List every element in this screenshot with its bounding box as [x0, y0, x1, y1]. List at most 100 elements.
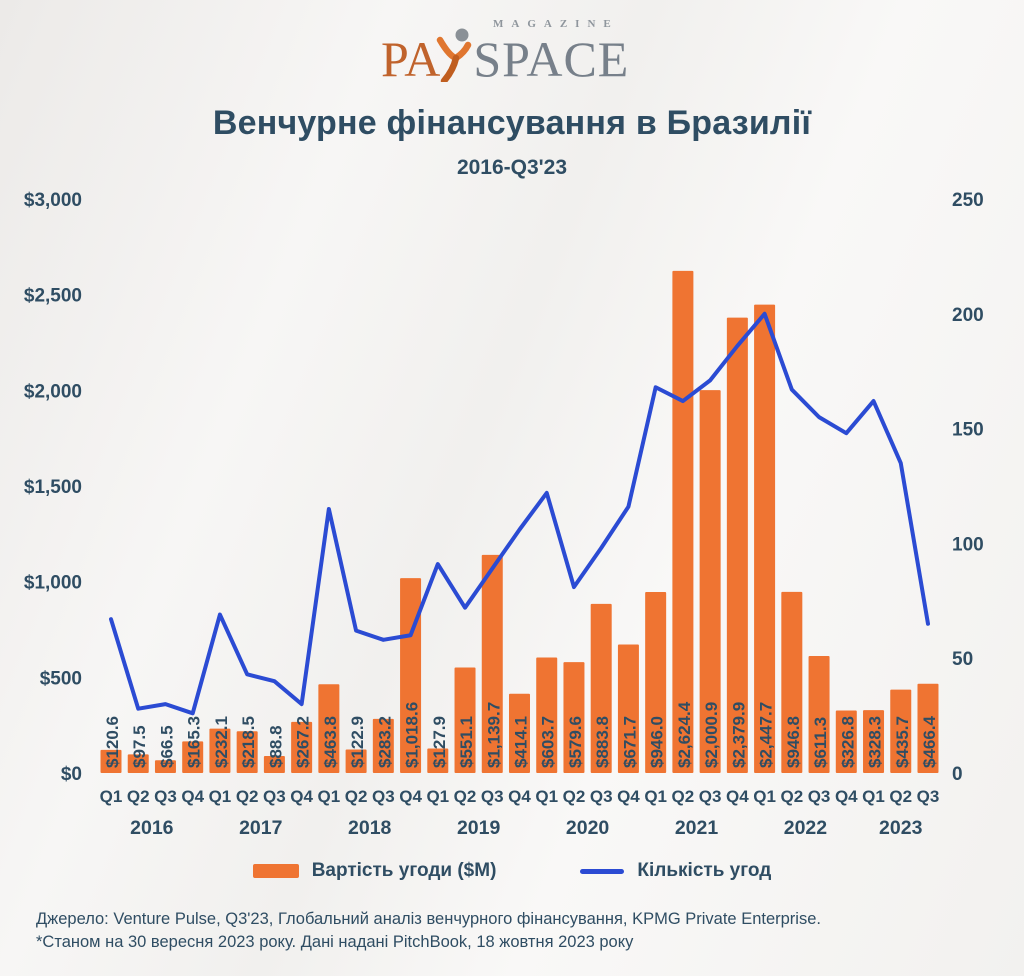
chart: $0 $500 $1,000 $1,500 $2,000 $2,500 $3,000 0 50 1… [24, 190, 984, 839]
x-quarter-label: Q3 [263, 787, 286, 806]
bar-value-label: $579.6 [566, 716, 585, 768]
payspace-logo: MAGAZINE PA SPACE [0, 14, 1024, 84]
x-year-label: 2022 [784, 817, 828, 839]
bar-value-label: $97.5 [130, 725, 149, 768]
bar-value-label: $2,000.9 [702, 702, 721, 768]
x-quarter-label: Q2 [889, 787, 912, 806]
bar-value-label: $88.8 [266, 725, 285, 768]
bar-value-label: $414.1 [511, 716, 530, 768]
x-year-label: 2016 [130, 817, 174, 839]
x-quarter-label: Q1 [535, 787, 558, 806]
bar-Q3-6 [263, 756, 285, 773]
bar-Q2-17 [563, 662, 585, 773]
bar-Q3-26 [808, 656, 830, 773]
x-quarter-label: Q1 [644, 787, 667, 806]
x-quarter-label: Q3 [154, 787, 177, 806]
x-quarter-label: Q1 [862, 787, 885, 806]
left-axis-tick: $3,000 [24, 190, 82, 211]
x-quarter-label: Q4 [181, 787, 204, 806]
bar-Q4-23 [726, 317, 748, 773]
bar-Q2-25 [781, 591, 803, 773]
bar-value-label: $463.8 [321, 716, 340, 768]
left-axis-tick: $2,500 [24, 286, 82, 307]
bar-value-label: $2,447.7 [757, 702, 776, 768]
x-quarter-label: Q4 [508, 787, 531, 806]
legend-line-label: Кількість угод [637, 860, 772, 881]
x-year-label: 2023 [879, 817, 923, 839]
source-line-2: *Станом на 30 вересня 2023 року. Дані на… [36, 933, 634, 952]
bar-Q2-1 [127, 754, 149, 773]
x-quarter-label: Q2 [236, 787, 259, 806]
bar-value-label: $2,379.9 [729, 702, 748, 768]
x-quarter-label: Q3 [917, 787, 940, 806]
legend-item-bar: Вартість угоди ($M) [252, 860, 497, 882]
bar-Q4-15 [508, 693, 530, 773]
bar-Q3-18 [590, 603, 612, 773]
bar-value-label: $1,139.7 [484, 702, 503, 768]
bar-value-label: $946.0 [648, 716, 667, 768]
bar-value-label: $603.7 [539, 716, 558, 768]
x-quarter-label: Q2 [127, 787, 150, 806]
bar-Q1-20 [645, 591, 667, 773]
bar-value-label: $883.8 [593, 716, 612, 768]
bar-Q4-3 [182, 741, 204, 773]
payspace-person-icon [437, 28, 472, 82]
x-quarter-label: Q3 [372, 787, 395, 806]
logo-wordmark: PA SPACE [381, 26, 629, 87]
left-axis-tick: $1,000 [24, 573, 82, 594]
bar-Q4-7 [291, 721, 313, 773]
bar-value-label: $165.3 [185, 716, 204, 768]
bar-Q1-8 [318, 684, 340, 773]
legend-bar-label: Вартість угоди ($M) [311, 860, 497, 881]
bar-Q3-10 [372, 718, 394, 773]
bar-value-label: $232.1 [212, 716, 231, 768]
x-quarter-label: Q1 [100, 787, 123, 806]
bar-Q1-4 [209, 728, 231, 773]
bar-value-label: $1,018.6 [403, 702, 422, 768]
x-quarter-label: Q3 [699, 787, 722, 806]
bar-Q3-2 [154, 760, 176, 773]
bar-value-label: $551.1 [457, 716, 476, 768]
bar-Q3-22 [699, 390, 721, 773]
bar-Q2-21 [672, 270, 694, 773]
x-quarter-label: Q4 [617, 787, 640, 806]
bar-value-label: $2,624.4 [675, 701, 694, 768]
x-quarter-label: Q4 [726, 787, 749, 806]
source-note: Джерело: Venture Pulse, Q3'23, Глобальни… [36, 908, 821, 955]
x-quarter-label: Q3 [481, 787, 504, 806]
right-axis-tick: 250 [952, 190, 984, 211]
bar-value-label: $267.2 [294, 716, 313, 768]
bar-Q2-5 [236, 731, 258, 773]
bar-value-label: $466.4 [920, 715, 939, 768]
x-year-label: 2021 [675, 817, 719, 839]
left-axis-tick: $0 [61, 764, 82, 785]
bar-value-label: $218.5 [239, 716, 258, 768]
page-title: Венчурне фінансування в Бразилії [212, 104, 812, 142]
right-axis-tick: 50 [952, 649, 973, 670]
logo-pa-text: PA [381, 31, 441, 87]
bar-Q3-30 [917, 683, 939, 773]
right-axis-tick: 100 [952, 534, 984, 555]
bar-value-label: $66.5 [157, 725, 176, 768]
x-quarter-label: Q1 [426, 787, 449, 806]
legend-item-line: Кількість угод [580, 860, 771, 882]
deals-line [109, 311, 930, 716]
left-axis-tick: $2,000 [24, 381, 82, 402]
x-quarter-label: Q2 [780, 787, 803, 806]
x-quarter-label: Q1 [753, 787, 776, 806]
x-year-label: 2018 [348, 817, 392, 839]
x-quarter-label: Q4 [399, 787, 422, 806]
bar-Q1-12 [427, 748, 449, 773]
chart-legend: Вартість угоди ($M) Кількість угод [0, 860, 1024, 882]
left-axis-tick: $500 [40, 668, 82, 689]
legend-line-swatch [580, 868, 625, 874]
bar-Q1-0 [100, 749, 122, 773]
x-quarter-label: Q1 [209, 787, 232, 806]
x-quarter-label: Q1 [318, 787, 341, 806]
bar-value-label: $122.9 [348, 716, 367, 768]
x-quarter-label: Q3 [808, 787, 831, 806]
x-quarter-label: Q4 [290, 787, 313, 806]
x-quarter-label: Q2 [563, 787, 586, 806]
x-quarter-label: Q2 [345, 787, 368, 806]
